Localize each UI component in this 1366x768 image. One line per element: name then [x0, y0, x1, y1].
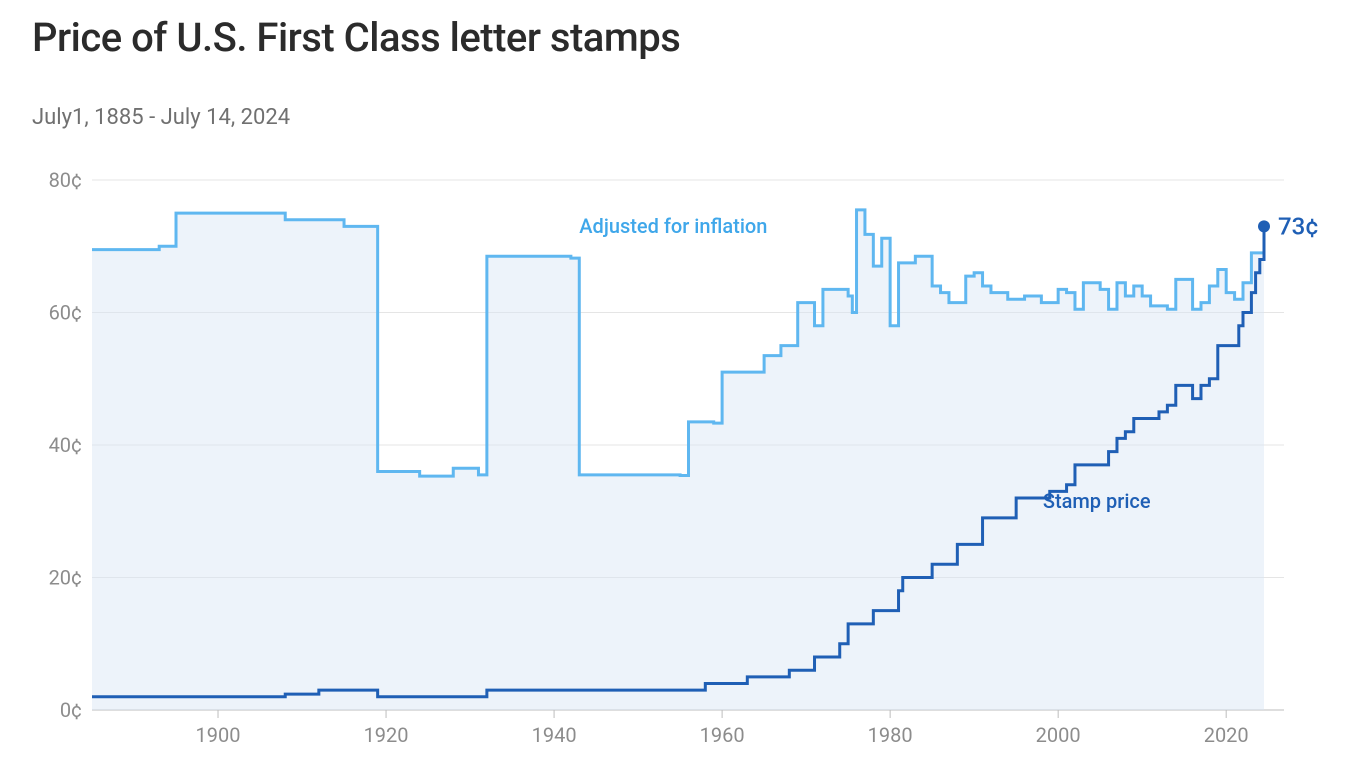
chart-container: Price of U.S. First Class letter stamps …: [0, 0, 1366, 768]
series-annotation: Adjusted for inflation: [579, 214, 767, 238]
chart-title: Price of U.S. First Class letter stamps: [32, 14, 680, 61]
series-annotation: Stamp price: [1043, 489, 1151, 513]
y-axis-label: 80¢: [49, 170, 82, 192]
x-axis-label: 1920: [364, 723, 409, 747]
x-axis-label: 2020: [1204, 723, 1249, 747]
chart-subtitle: July1, 1885 - July 14, 2024: [32, 105, 290, 130]
x-axis-label: 1980: [868, 723, 913, 747]
y-axis-label: 0¢: [60, 698, 82, 722]
x-axis-label: 1900: [196, 723, 241, 747]
x-axis-label: 2000: [1036, 723, 1081, 747]
end-value-label: 73¢: [1278, 212, 1319, 240]
y-axis-label: 20¢: [49, 566, 82, 590]
line-chart: 0¢ 20¢ 40¢ 60¢ 80¢ 73¢ Adjusted for inflation S…: [32, 170, 1334, 760]
end-marker: [1258, 220, 1270, 232]
x-axis-label: 1940: [532, 723, 577, 747]
x-axis-label: 1960: [700, 723, 745, 747]
y-axis-label: 60¢: [49, 301, 82, 325]
inflation-area-fill: [92, 210, 1264, 710]
y-axis-label: 40¢: [49, 433, 82, 457]
